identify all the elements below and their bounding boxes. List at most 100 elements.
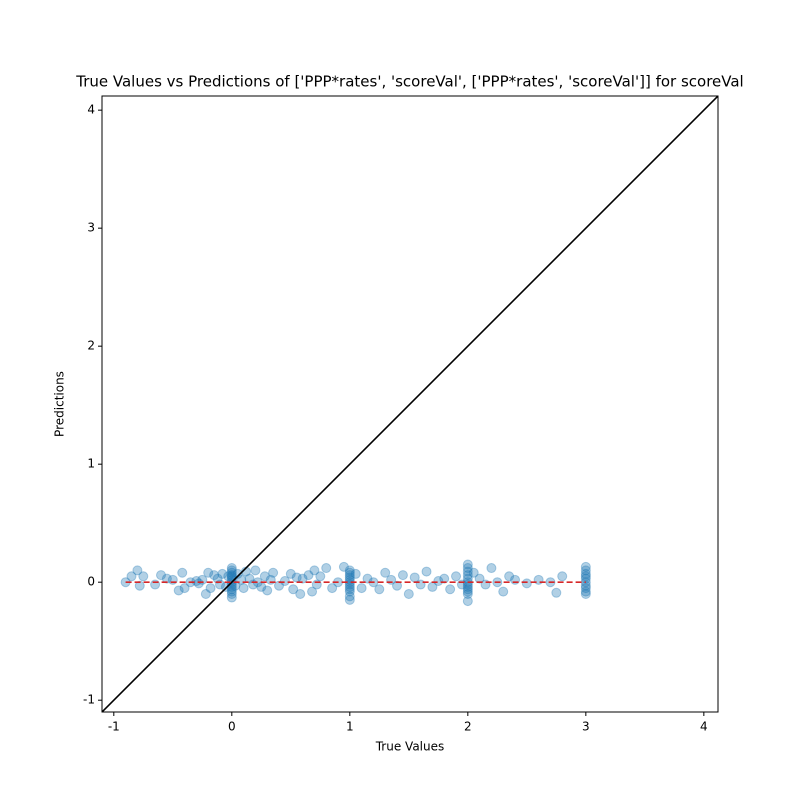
point	[173, 585, 184, 596]
point	[580, 565, 591, 576]
point	[504, 571, 515, 582]
point	[498, 586, 509, 597]
point	[209, 570, 220, 581]
x-axis-label: True Values	[375, 740, 445, 754]
x-tick-label: 1	[346, 720, 354, 734]
point	[179, 583, 190, 594]
point	[279, 576, 290, 587]
point	[344, 586, 355, 597]
point	[462, 596, 473, 607]
point	[356, 583, 367, 594]
point	[288, 584, 299, 595]
point	[557, 571, 568, 582]
y-tick-label: 0	[87, 575, 95, 589]
point	[521, 578, 532, 589]
point	[212, 573, 223, 584]
point	[315, 571, 326, 582]
point	[468, 567, 479, 578]
y-tick-label: 3	[87, 221, 95, 235]
point	[327, 583, 338, 594]
chart-title: True Values vs Predictions of ['PPP*rate…	[75, 73, 743, 91]
point	[217, 568, 228, 579]
point	[268, 567, 279, 578]
point	[580, 588, 591, 599]
point	[344, 565, 355, 576]
point	[580, 583, 591, 594]
point	[205, 583, 216, 594]
point	[177, 567, 188, 578]
point	[462, 559, 473, 570]
point	[262, 585, 273, 596]
point	[580, 586, 591, 597]
point	[307, 586, 318, 597]
point	[397, 570, 408, 581]
point	[244, 573, 255, 584]
point	[134, 580, 145, 591]
x-tick-label: 0	[228, 720, 236, 734]
point	[226, 570, 237, 581]
point	[580, 571, 591, 582]
point	[580, 568, 591, 579]
point	[156, 570, 167, 581]
point	[338, 561, 349, 572]
point	[226, 584, 237, 595]
x-tick-label: 2	[464, 720, 472, 734]
point	[226, 592, 237, 603]
plot-frame	[101, 95, 719, 713]
point	[259, 571, 270, 582]
point	[344, 591, 355, 602]
point	[486, 563, 497, 574]
point	[403, 588, 414, 599]
point	[161, 573, 172, 584]
point	[344, 581, 355, 592]
point	[350, 568, 361, 579]
point	[445, 584, 456, 595]
point	[392, 580, 403, 591]
point	[362, 573, 373, 584]
point	[132, 565, 143, 576]
point	[421, 566, 432, 577]
point	[232, 568, 243, 579]
x-tick-label: 3	[582, 720, 590, 734]
point	[226, 586, 237, 597]
point	[309, 565, 320, 576]
y-tick-label: 2	[87, 339, 95, 353]
point	[321, 563, 332, 574]
point	[226, 588, 237, 599]
point	[344, 567, 355, 578]
point	[462, 584, 473, 595]
point	[126, 571, 137, 582]
point	[203, 567, 214, 578]
point	[433, 576, 444, 587]
point	[138, 571, 149, 582]
point	[439, 573, 450, 584]
point	[344, 572, 355, 583]
point	[451, 571, 462, 582]
point	[238, 583, 249, 594]
point	[297, 573, 308, 584]
identity-line	[102, 96, 718, 712]
point	[191, 576, 202, 587]
point	[303, 570, 314, 581]
point	[380, 567, 391, 578]
point	[462, 570, 473, 581]
point	[344, 570, 355, 581]
point	[462, 566, 473, 577]
x-tick-label: 4	[700, 720, 708, 734]
point	[580, 561, 591, 572]
point	[226, 563, 237, 574]
point	[223, 571, 234, 582]
point	[374, 584, 385, 595]
point	[226, 571, 237, 582]
point	[580, 573, 591, 584]
point	[230, 580, 241, 591]
y-tick-label: 4	[87, 103, 95, 117]
y-tick-label: 1	[87, 457, 95, 471]
point	[462, 573, 473, 584]
point	[226, 567, 237, 578]
point	[551, 587, 562, 598]
point	[295, 588, 306, 599]
point	[193, 578, 204, 589]
point	[200, 588, 211, 599]
